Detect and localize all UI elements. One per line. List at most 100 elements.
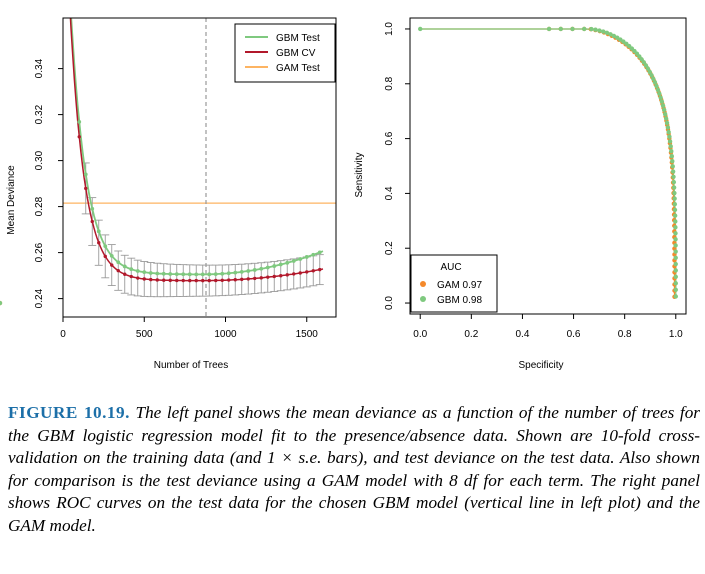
gbm-roc-point xyxy=(673,274,678,279)
gbm-roc-point xyxy=(669,148,674,154)
gbm-test-point xyxy=(187,272,192,277)
gbm-cv-point xyxy=(240,277,244,282)
gbm-test-point xyxy=(194,272,199,277)
gbm-cv-point xyxy=(272,274,276,279)
caption-text: The left panel shows the mean deviance a… xyxy=(8,403,700,535)
gbm-test-point xyxy=(181,272,186,277)
y-tick-label: 0.32 xyxy=(34,104,45,124)
gbm-test-point xyxy=(265,265,270,270)
y-tick-label: 0.4 xyxy=(384,186,395,200)
gbm-test-point xyxy=(239,269,244,274)
y-tick-label: 0.6 xyxy=(384,131,395,145)
gbm-roc-point xyxy=(652,80,658,85)
gbm-cv-point xyxy=(155,278,159,282)
gbm-roc-point xyxy=(597,28,602,33)
gbm-cv-point xyxy=(188,278,192,283)
left-xlabel: Number of Trees xyxy=(154,360,228,371)
gbm-cv-point xyxy=(168,278,172,283)
gbm-roc-point xyxy=(649,73,654,78)
gbm-test-point xyxy=(311,252,316,257)
gbm-test-point xyxy=(83,172,88,177)
gbm-roc-point xyxy=(655,87,661,92)
gbm-roc-point xyxy=(673,231,678,236)
gbm-test-point xyxy=(233,270,238,275)
gbm-cv-point xyxy=(259,276,263,280)
right-legend: AUC GAM 0.97 GBM 0.98 xyxy=(410,254,498,313)
gbm-roc-point xyxy=(672,207,678,213)
gbm-roc-point xyxy=(672,196,677,201)
x-tick-label: 0.8 xyxy=(618,329,632,340)
figure-caption: FIGURE 10.19. The left panel shows the m… xyxy=(8,402,700,538)
gbm-cv-point xyxy=(181,278,185,283)
legend-gam-auc: GAM 0.97 xyxy=(437,280,482,291)
gbm-test-point xyxy=(77,120,82,124)
left-plot-frame xyxy=(62,17,337,318)
gbm-roc-point xyxy=(673,243,678,248)
gbm-test-point xyxy=(122,264,127,269)
gbm-test-point xyxy=(304,255,309,259)
gbm-roc-point xyxy=(604,30,610,36)
gbm-roc-point xyxy=(558,26,563,32)
y-tick-label: 0.2 xyxy=(384,241,395,255)
gbm-roc-point xyxy=(667,139,673,144)
gbm-roc-point xyxy=(664,120,670,126)
gbm-test-point xyxy=(259,266,264,271)
legend-gbm-cv: GBM CV xyxy=(276,48,316,59)
gbm-roc-point xyxy=(673,219,678,224)
gbm-test-point xyxy=(168,272,173,276)
gbm-roc-point xyxy=(673,287,678,292)
gbm-roc-point xyxy=(662,111,668,117)
gbm-cv-point xyxy=(97,241,101,245)
x-tick-label: 0 xyxy=(60,329,66,340)
gbm-cv-point xyxy=(279,273,283,278)
gbm-roc-point xyxy=(661,107,667,113)
y-tick-label: 0.8 xyxy=(384,76,395,90)
gbm-test-point xyxy=(103,244,108,249)
gbm-roc-point xyxy=(593,27,598,32)
gbm-roc-point xyxy=(673,249,678,254)
gbm-test-point xyxy=(161,271,166,276)
gbm-cv-point xyxy=(266,275,270,279)
gbm-test-point xyxy=(207,272,212,277)
gbm-cv-point xyxy=(298,271,302,275)
y-tick-label: 0.30 xyxy=(34,150,45,170)
y-tick-label: 1.0 xyxy=(384,22,395,36)
gbm-cv-point xyxy=(318,267,322,272)
gbm-roc-point xyxy=(641,60,647,65)
gbm-roc-point xyxy=(546,26,552,32)
gbm-roc-point xyxy=(665,125,671,130)
x-tick-label: 1000 xyxy=(214,329,237,340)
gbm-cv-point xyxy=(201,278,205,283)
gbm-cv-point xyxy=(142,277,146,281)
gbm-cv-point xyxy=(123,272,127,276)
gbm-roc-point xyxy=(668,144,673,149)
y-tick-label: 0.0 xyxy=(384,296,395,310)
right-y-ticks: 0.0 0.2 0.4 0.6 0.8 1.0 xyxy=(384,22,410,310)
gbm-cv-point xyxy=(116,268,120,273)
right-ylabel: Sensitivity xyxy=(354,152,365,197)
gbm-cv-point xyxy=(207,278,211,283)
gbm-cv-point xyxy=(175,278,179,283)
gbm-test-point xyxy=(155,271,160,276)
left-y-ticks: 0.24 0.26 0.28 0.30 0.32 0.34 xyxy=(34,58,63,308)
gbm-test-point xyxy=(213,272,218,276)
right-x-ticks: 0.0 0.2 0.4 0.6 0.8 1.0 xyxy=(413,314,683,340)
gbm-roc-point xyxy=(651,76,656,81)
gbm-test-point xyxy=(246,269,251,273)
x-tick-label: 0.2 xyxy=(464,329,478,340)
gbm-roc-point xyxy=(614,35,620,40)
gbm-roc-point xyxy=(670,169,676,174)
gbm-roc-point xyxy=(673,268,678,273)
gbm-cv-point xyxy=(162,278,166,282)
gbm-roc-point xyxy=(663,116,669,121)
gbm-test-point xyxy=(109,253,114,258)
right-xlabel: Specificity xyxy=(518,360,563,371)
right-plot-frame xyxy=(409,17,687,315)
gbm-roc-point xyxy=(658,95,663,100)
x-tick-label: 1.0 xyxy=(669,329,683,340)
gbm-test-point xyxy=(90,206,95,211)
gbm-roc-point xyxy=(670,164,675,169)
legend-gbm-auc: GBM 0.98 xyxy=(437,295,482,306)
gbm-roc-point xyxy=(673,225,678,230)
gbm-cv-point xyxy=(311,269,315,273)
